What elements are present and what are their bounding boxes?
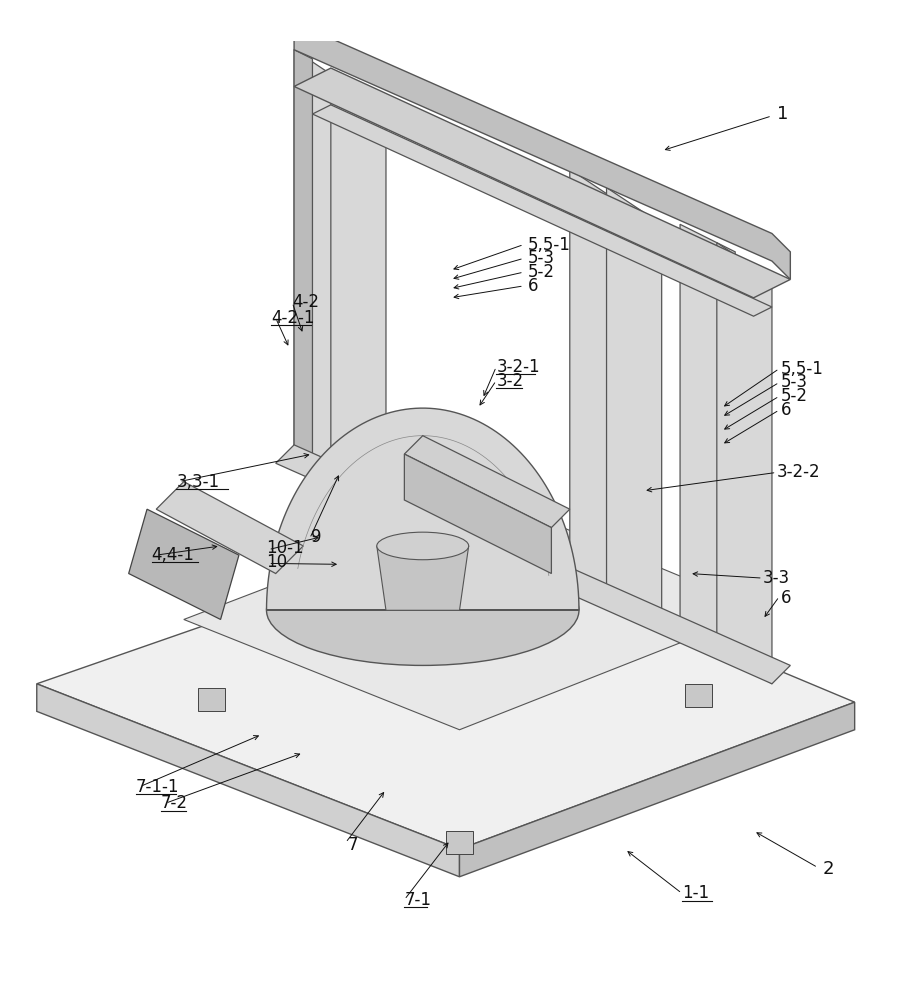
Text: 1-1: 1-1: [682, 884, 709, 902]
Polygon shape: [404, 436, 570, 528]
Polygon shape: [294, 22, 790, 279]
Text: 2: 2: [823, 860, 834, 878]
Text: 3-2-2: 3-2-2: [777, 463, 820, 481]
Polygon shape: [37, 684, 460, 877]
Text: 9: 9: [311, 528, 321, 546]
Bar: [198, 688, 225, 711]
Text: 5-2: 5-2: [528, 263, 554, 281]
Text: 4-2-1: 4-2-1: [271, 309, 314, 327]
Text: 7-2: 7-2: [161, 794, 187, 812]
Text: 5,5-1: 5,5-1: [528, 236, 571, 254]
Polygon shape: [267, 408, 579, 610]
Text: 6: 6: [781, 401, 791, 419]
Text: 4-2: 4-2: [292, 293, 319, 311]
Ellipse shape: [267, 555, 579, 665]
Polygon shape: [184, 500, 763, 730]
Text: 5-2: 5-2: [781, 387, 808, 405]
Text: 7: 7: [347, 836, 357, 854]
Polygon shape: [129, 509, 239, 619]
Polygon shape: [680, 224, 735, 656]
Text: 7-1: 7-1: [404, 891, 431, 909]
Text: 3-2-1: 3-2-1: [496, 358, 539, 376]
Text: 7-1-1: 7-1-1: [136, 778, 179, 796]
Polygon shape: [312, 105, 772, 316]
Text: 6: 6: [781, 589, 791, 607]
Bar: [446, 831, 473, 854]
Text: 10: 10: [267, 553, 288, 571]
Text: 3,3-1: 3,3-1: [176, 473, 220, 491]
Polygon shape: [156, 482, 303, 574]
Polygon shape: [404, 454, 551, 574]
Polygon shape: [37, 537, 855, 849]
Polygon shape: [460, 702, 855, 877]
Text: 10-1: 10-1: [267, 539, 304, 557]
Polygon shape: [331, 77, 386, 518]
Polygon shape: [294, 68, 790, 298]
Polygon shape: [294, 50, 312, 463]
Text: 5,5-1: 5,5-1: [781, 360, 824, 378]
Ellipse shape: [377, 532, 469, 560]
Polygon shape: [607, 188, 662, 629]
Bar: [685, 684, 712, 707]
Text: 3-2: 3-2: [496, 372, 524, 390]
Text: 5-3: 5-3: [781, 373, 808, 391]
Polygon shape: [276, 445, 790, 684]
Text: 4,4-1: 4,4-1: [152, 546, 195, 564]
Polygon shape: [570, 169, 625, 610]
Polygon shape: [294, 50, 349, 491]
Text: 5-3: 5-3: [528, 249, 554, 267]
Polygon shape: [377, 546, 469, 610]
Text: 3-3: 3-3: [763, 569, 790, 587]
Polygon shape: [717, 243, 772, 684]
Text: 6: 6: [528, 277, 538, 295]
Text: 1: 1: [777, 105, 788, 123]
